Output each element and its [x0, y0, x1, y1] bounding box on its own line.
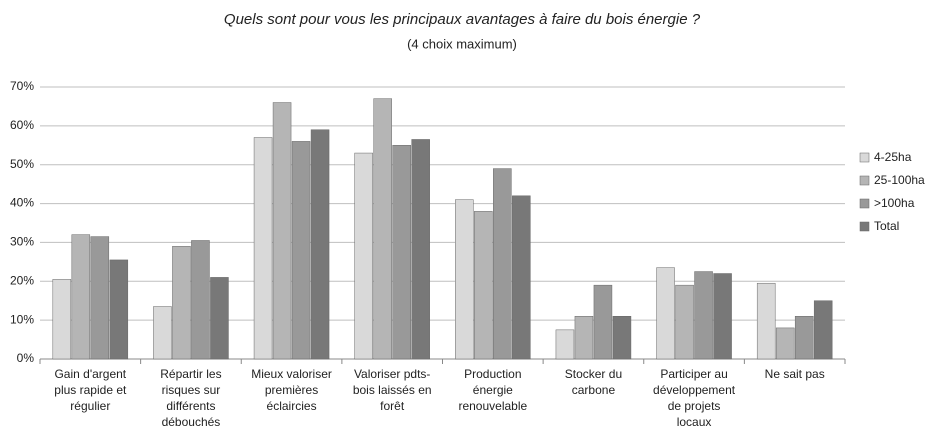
bar: [794, 316, 814, 360]
bar: [52, 279, 72, 360]
bar: [90, 236, 110, 360]
x-tick-label: Mieux valoriser premières éclaircies: [251, 367, 332, 413]
x-tick-label: Production énergie renouvelable: [458, 367, 527, 413]
y-tick-label: 10%: [10, 312, 34, 326]
bar: [574, 316, 594, 360]
bar: [455, 199, 474, 360]
bar: [474, 211, 493, 360]
x-tick-label: Ne sait pas: [765, 367, 825, 381]
y-tick-label: 40%: [10, 196, 34, 210]
x-tick-label: Stocker du carbone: [565, 367, 622, 397]
bar: [612, 316, 632, 360]
bar: [310, 129, 330, 360]
x-tick-label: Répartir les risques sur différents débouch…: [160, 367, 221, 429]
bar: [694, 271, 713, 360]
bar: [172, 246, 191, 360]
y-tick-label: 60%: [10, 118, 34, 132]
chart-subtitle: (4 choix maximum): [407, 36, 517, 51]
legend-label: >100ha: [874, 196, 915, 210]
bar: [71, 234, 91, 360]
y-tick-label: 70%: [10, 79, 34, 93]
bar: [675, 284, 694, 360]
bar: [411, 139, 430, 360]
y-tick-label: 0%: [17, 351, 35, 365]
bar: [756, 282, 776, 360]
bar: [493, 168, 512, 360]
bar: [191, 240, 210, 360]
bar: [392, 145, 411, 360]
bar: [210, 277, 229, 360]
legend-label: Total: [874, 219, 899, 233]
bar: [109, 259, 129, 360]
bar: [373, 98, 392, 360]
y-tick-label: 30%: [10, 235, 34, 249]
legend-swatch: [859, 175, 870, 186]
legend-label: 4-25ha: [874, 150, 912, 164]
x-tick-label: Valoriser pdts-bois laissés en forêt: [353, 367, 432, 413]
bar: [253, 137, 273, 360]
bar: [354, 152, 373, 360]
y-tick-label: 50%: [10, 157, 34, 171]
legend-swatch: [859, 198, 870, 209]
bar: [713, 273, 732, 360]
y-tick-label: 20%: [10, 273, 34, 287]
bar: [512, 195, 531, 360]
bar: [656, 267, 675, 360]
x-tick-label: Gain d'argent plus rapide et régulier: [54, 367, 127, 413]
x-tick-label: Participer au développement de projets loca…: [653, 367, 736, 429]
legend-label: 25-100ha: [874, 173, 925, 187]
bar: [555, 329, 575, 360]
chart-title: Quels sont pour vous les principaux avan…: [224, 11, 701, 28]
legend-swatch: [859, 152, 870, 163]
bar: [593, 284, 613, 360]
bar: [813, 300, 833, 360]
legend-swatch: [859, 221, 870, 232]
bar: [153, 306, 172, 360]
bar: [272, 102, 292, 360]
bar: [291, 141, 311, 360]
bar: [775, 327, 795, 360]
